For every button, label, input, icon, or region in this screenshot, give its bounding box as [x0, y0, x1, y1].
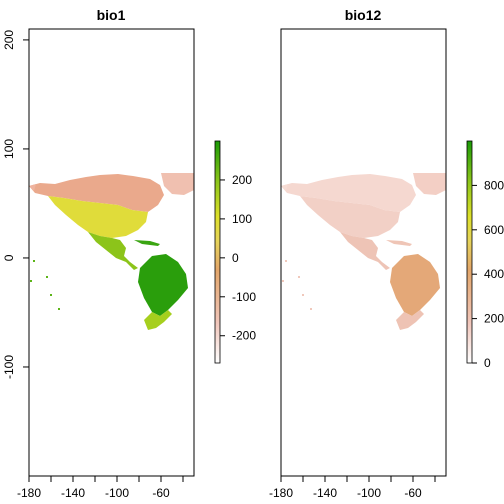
x-tick-label: -60 — [404, 486, 422, 500]
land-central-america — [88, 232, 138, 270]
island-1 — [33, 260, 35, 262]
colorbar-tick-label: 8000 — [484, 178, 504, 192]
colorbar-tick-label: 6000 — [484, 223, 504, 237]
colorbar-tick-label: -100 — [232, 290, 256, 304]
x-tick-label: -140 — [313, 486, 337, 500]
land-caribbean — [386, 240, 412, 246]
x-tick-label: -100 — [357, 486, 381, 500]
island-3 — [302, 294, 304, 296]
island-5 — [310, 308, 312, 310]
panel-bio1: bio1 -180 -140 -100 -60 — [2, 7, 256, 500]
colorbar-tick-label: 100 — [232, 212, 252, 226]
land-greenland — [413, 173, 446, 195]
colorbar-tick-label: 0 — [232, 251, 239, 265]
colorbar-tick-label: 4000 — [484, 267, 504, 281]
island-2 — [46, 276, 48, 278]
land-caribbean — [134, 240, 160, 246]
land-mid-north-america — [300, 196, 400, 238]
x-tick-label: -60 — [152, 486, 170, 500]
x-tick-label: -180 — [17, 486, 41, 500]
land-north-north-america — [29, 174, 164, 212]
x-axis-bio1: -180 -140 -100 -60 — [17, 476, 184, 500]
island-4 — [282, 280, 284, 282]
y-tick-label: 0 — [2, 254, 16, 261]
panel-title-bio1: bio1 — [97, 7, 126, 23]
island-4 — [30, 280, 32, 282]
land-alaska-tip — [281, 184, 288, 191]
x-axis-bio12: -180 -140 -100 -60 — [269, 476, 436, 500]
island-3 — [50, 294, 52, 296]
land-south-america — [390, 254, 440, 316]
plot-frame-bio1 — [28, 28, 195, 477]
x-tick-label: -180 — [269, 486, 293, 500]
colorbar-tick-label: 200 — [232, 173, 252, 187]
y-tick-label: -100 — [2, 355, 16, 379]
x-tick-label: -100 — [105, 486, 129, 500]
y-axis-bio1: 200 100 0 -100 — [2, 30, 29, 379]
land-south-america-south — [396, 310, 424, 330]
colorbar-tick-label: 0 — [484, 356, 491, 370]
x-tick-label: -140 — [61, 486, 85, 500]
island-2 — [298, 276, 300, 278]
island-5 — [58, 308, 60, 310]
colorbar-tick-label: -200 — [232, 329, 256, 343]
land-greenland — [161, 173, 194, 195]
land-south-america-south — [144, 310, 172, 330]
land-south-america — [138, 254, 188, 316]
panel-title-bio12: bio12 — [345, 7, 382, 23]
colorbar-bio12 — [466, 140, 473, 364]
y-tick-label: 100 — [2, 139, 16, 159]
colorbar-bio1 — [214, 140, 221, 364]
y-tick-label: 200 — [2, 30, 16, 50]
map-land-bio1 — [29, 173, 194, 330]
land-alaska-tip — [29, 184, 36, 191]
land-mid-north-america — [48, 196, 148, 238]
land-north-north-america — [281, 174, 416, 212]
land-central-america — [340, 232, 390, 270]
colorbar-ticks-bio1: 200 100 0 -100 -200 — [220, 173, 256, 343]
plot-frame-bio12 — [280, 28, 447, 477]
map-land-bio12 — [281, 173, 446, 330]
island-1 — [285, 260, 287, 262]
